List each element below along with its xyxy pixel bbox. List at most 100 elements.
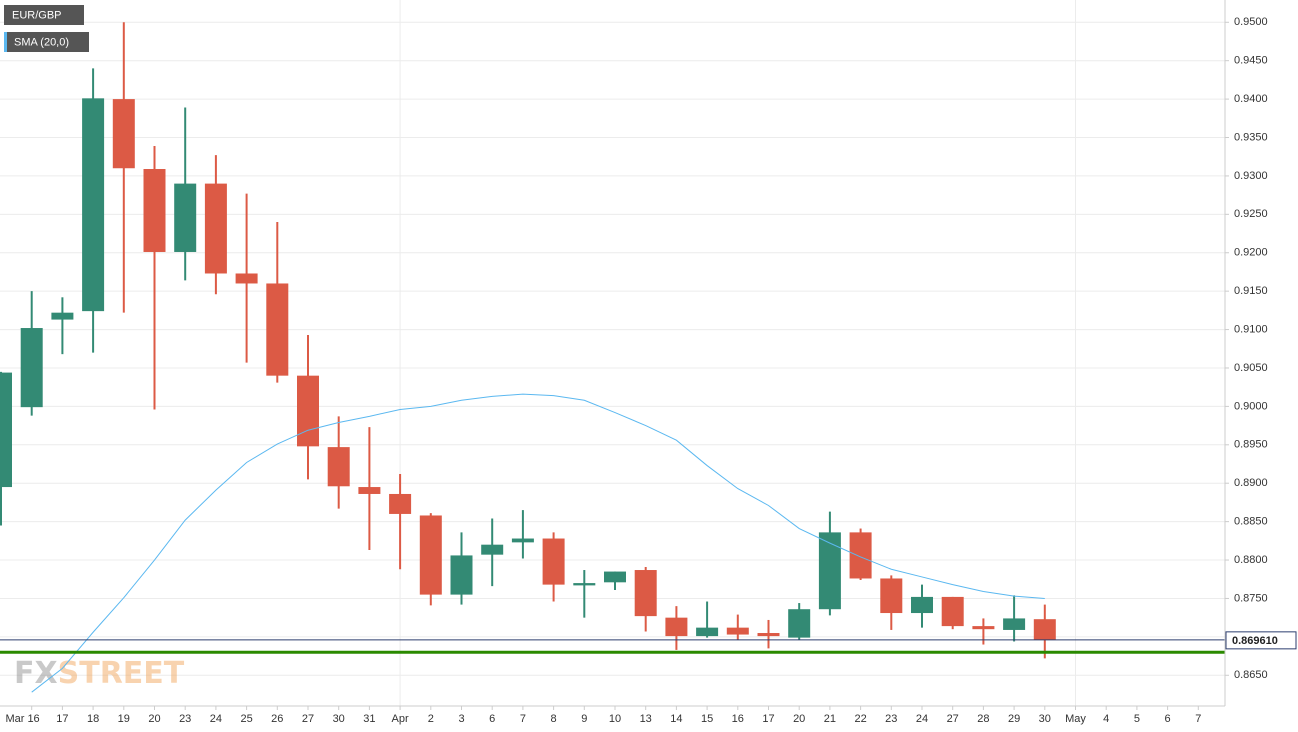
y-tick-label: 0.9200: [1234, 247, 1268, 259]
x-tick-label: 24: [916, 713, 928, 725]
candle-body: [51, 312, 74, 320]
x-tick-label: 17: [56, 713, 68, 725]
candle-body: [573, 583, 596, 586]
candle-body: [82, 98, 105, 312]
candle-body: [327, 447, 350, 487]
candle-body: [880, 578, 903, 614]
candle-body: [911, 596, 933, 614]
candle-body: [112, 99, 135, 169]
x-tick-label: 31: [363, 713, 375, 725]
candle-body: [696, 627, 719, 637]
x-tick-label: 26: [271, 713, 283, 725]
y-tick-label: 0.9100: [1234, 323, 1268, 335]
legend-box: [4, 32, 89, 52]
y-tick-label: 0.9300: [1234, 170, 1268, 182]
x-tick-label: 25: [240, 713, 252, 725]
candle-body: [665, 617, 688, 637]
x-tick-label: 23: [179, 713, 191, 725]
candle-body: [634, 570, 657, 617]
candle-body: [757, 633, 780, 637]
sma-line: [31, 393, 1045, 693]
x-tick-label: 14: [670, 713, 682, 725]
x-tick-label: 22: [854, 713, 866, 725]
x-tick-label: 19: [118, 713, 130, 725]
candle-body: [297, 375, 319, 447]
x-tick-label: 3: [458, 713, 464, 725]
candle-body: [0, 372, 12, 488]
x-tick-label: 15: [701, 713, 713, 725]
x-tick-label: 17: [762, 713, 774, 725]
y-tick-label: 0.8900: [1234, 477, 1268, 489]
x-tick-label: 29: [1008, 713, 1020, 725]
candle-body: [143, 169, 166, 252]
candle-body: [511, 538, 534, 543]
x-tick-label: 27: [947, 713, 959, 725]
candle-body: [266, 283, 289, 376]
legend-label: SMA (20,0): [14, 36, 69, 48]
candle-body: [204, 183, 227, 274]
watermark: FXSTREET: [14, 656, 185, 691]
x-tick-label: 30: [333, 713, 345, 725]
y-tick-label: 0.8750: [1234, 592, 1268, 604]
x-tick-label: 5: [1134, 713, 1140, 725]
x-tick-label: 4: [1103, 713, 1109, 725]
x-tick-label: 7: [520, 713, 526, 725]
candle-body: [818, 532, 841, 610]
x-tick-label: 30: [1039, 713, 1051, 725]
grid: [0, 0, 1225, 706]
x-tick-label: 13: [640, 713, 652, 725]
y-tick-label: 0.8800: [1234, 554, 1268, 566]
legend-swatch: [4, 32, 7, 52]
y-tick-label: 0.9450: [1234, 55, 1268, 67]
x-tick-label: 21: [824, 713, 836, 725]
candle-body: [604, 571, 626, 583]
x-tick-label: 9: [581, 713, 587, 725]
legend: EUR/GBP SMA (20,0): [4, 5, 89, 52]
y-tick-label: 0.9400: [1234, 93, 1268, 105]
y-tick-label: 0.8650: [1234, 669, 1268, 681]
y-tick-label: 0.9250: [1234, 208, 1268, 220]
x-tick-label: 24: [210, 713, 222, 725]
y-tick-label: 0.9050: [1234, 362, 1268, 374]
x-tick-label: 20: [793, 713, 805, 725]
candle-body: [389, 493, 412, 514]
candle-body: [174, 183, 197, 252]
x-tick-label: 6: [1165, 713, 1171, 725]
candle-body: [358, 487, 381, 494]
x-tick-label: Mar 16: [5, 713, 39, 725]
candle-body: [941, 596, 964, 627]
watermark-street: STREET: [58, 656, 185, 691]
candle-body: [450, 555, 473, 595]
candle-body: [542, 538, 565, 585]
x-tick-label: 20: [148, 713, 160, 725]
x-tick-label: 28: [977, 713, 989, 725]
candle-body: [235, 273, 258, 284]
axis-labels: 0.86500.87000.87500.88000.88500.89000.89…: [5, 16, 1297, 725]
y-tick-label: 0.8950: [1234, 439, 1268, 451]
legend-box: [4, 5, 84, 25]
y-tick-label: 0.9500: [1234, 16, 1268, 28]
candle-body: [1003, 618, 1026, 630]
y-tick-label: 0.9000: [1234, 400, 1268, 412]
candle-body: [481, 544, 504, 555]
last-price-box: [1225, 631, 1297, 650]
y-tick-label: 0.9150: [1234, 285, 1268, 297]
x-tick-label: Apr: [392, 713, 409, 725]
candle-body: [849, 532, 872, 579]
x-tick-label: 2: [428, 713, 434, 725]
last-price-label: 0.869610: [1232, 635, 1278, 647]
x-tick-label: 23: [885, 713, 897, 725]
plot-area: [0, 22, 1225, 693]
candle-body: [726, 627, 749, 635]
x-tick-label: 18: [87, 713, 99, 725]
candle-body: [419, 515, 442, 595]
candle-body: [788, 609, 811, 638]
x-tick-label: 8: [551, 713, 557, 725]
watermark-fx: FX: [14, 656, 58, 691]
candle-body: [972, 626, 995, 630]
x-tick-label: 27: [302, 713, 314, 725]
y-tick-label: 0.8850: [1234, 516, 1268, 528]
legend-label: EUR/GBP: [12, 9, 62, 21]
